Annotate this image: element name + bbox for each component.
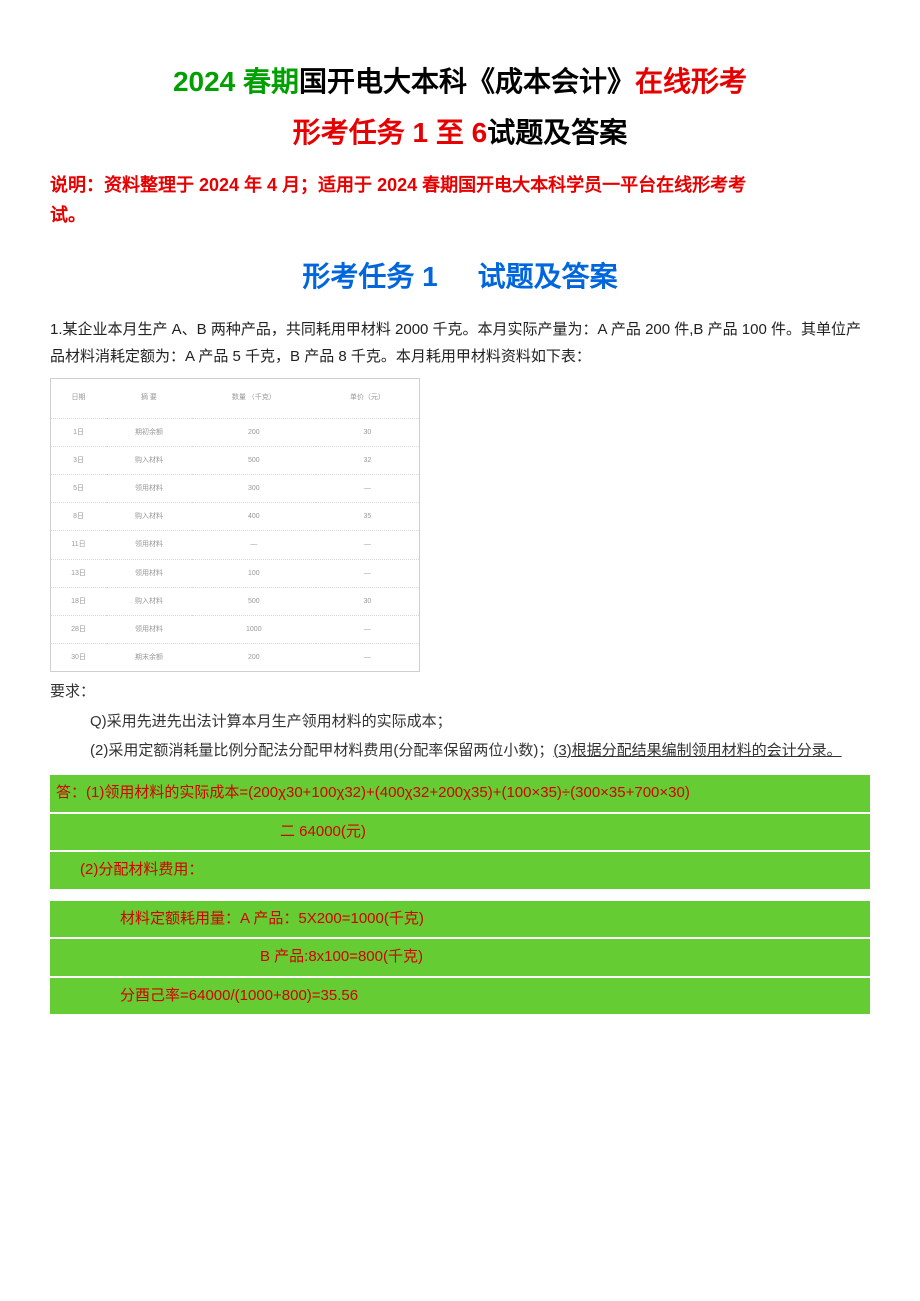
title-tail1: 在线形考: [635, 66, 747, 97]
req-1: Q)采用先进先出法计算本月生产领用材料的实际成本；: [50, 708, 870, 737]
table-row: 13日领用材料100—: [51, 559, 420, 587]
answer-block: 答：(1)领用材料的实际成本=(200χ30+100χ32)+(400χ32+2…: [50, 775, 870, 1014]
table-row: 8日购入材料40035: [51, 503, 420, 531]
page-title-line2: 形考任务 1 至 6试题及答案: [50, 111, 870, 156]
note-pre: 说明：资料整理于: [50, 175, 194, 195]
note-date: 2024: [194, 175, 244, 195]
answer-line: 分酉己率=64000/(1000+800)=35.56: [50, 978, 870, 1015]
note-end: 试。: [50, 205, 86, 225]
table-row: 1日期初余额20030: [51, 418, 420, 446]
subtitle-b: 试题及答案: [478, 261, 618, 292]
page-title-line1: 2024 春期国开电大本科《成本会计》在线形考: [50, 60, 870, 105]
th: 单价（元）: [316, 378, 420, 418]
subtitle-a: 形考任务 1: [302, 261, 437, 292]
th: 数量 （千克）: [192, 378, 316, 418]
req2-b: (3)根据分配结果编制领用材料的会计分录。: [553, 742, 841, 759]
table-row: 28日领用材料1000—: [51, 615, 420, 643]
note-month: 4: [262, 175, 282, 195]
answer-line: 材料定额耗用量：A 产品：5X200=1000(千克): [50, 901, 870, 938]
title-mid1: 国开电大本科《成本会计》: [299, 66, 635, 97]
answer-line: 二 64000(元): [50, 814, 870, 851]
title-line2b: 试题及答案: [487, 117, 627, 148]
answer-line: B 产品:8x100=800(千克): [50, 939, 870, 976]
table-row: 30日期末余额200—: [51, 644, 420, 672]
title-year: 2024 春期: [173, 66, 299, 97]
question-1-text: 1.某企业本月生产 A、B 两种产品，共同耗用甲材料 2000 千克。本月实际产…: [50, 316, 870, 370]
answer-line: (2)分配材料费用：: [50, 852, 870, 889]
note-block: 说明：资料整理于 2024 年 4 月；适用于 2024 春期国开电大本科学员一…: [50, 170, 870, 231]
table-row: 5日领用材料300—: [51, 474, 420, 502]
note-mid: 年: [244, 175, 262, 195]
title-line2a: 形考任务 1 至 6: [293, 117, 487, 148]
note-seg: 2024 春期国开电大本科学员一平台在线形考考: [372, 175, 746, 195]
table-row: 3日购入材料50032: [51, 446, 420, 474]
note-mid2: 月；适用于: [282, 175, 372, 195]
req2-a: (2)采用定额消耗量比例分配法分配甲材料费用(分配率保留两位小数)；: [90, 742, 553, 759]
th: 摘 要: [106, 378, 192, 418]
table-row: 18日购入材料50030: [51, 587, 420, 615]
req-2: (2)采用定额消耗量比例分配法分配甲材料费用(分配率保留两位小数)；(3)根据分…: [50, 737, 870, 766]
requirements-label: 要求：: [50, 680, 870, 704]
material-table: 日期 摘 要 数量 （千克） 单价（元） 1日期初余额20030 3日购入材料5…: [50, 378, 420, 673]
table-row: 11日领用材料——: [51, 531, 420, 559]
th: 日期: [51, 378, 107, 418]
table-header-row: 日期 摘 要 数量 （千克） 单价（元）: [51, 378, 420, 418]
subtitle: 形考任务 1 试题及答案: [50, 255, 870, 300]
answer-line: 答：(1)领用材料的实际成本=(200χ30+100χ32)+(400χ32+2…: [50, 775, 870, 812]
